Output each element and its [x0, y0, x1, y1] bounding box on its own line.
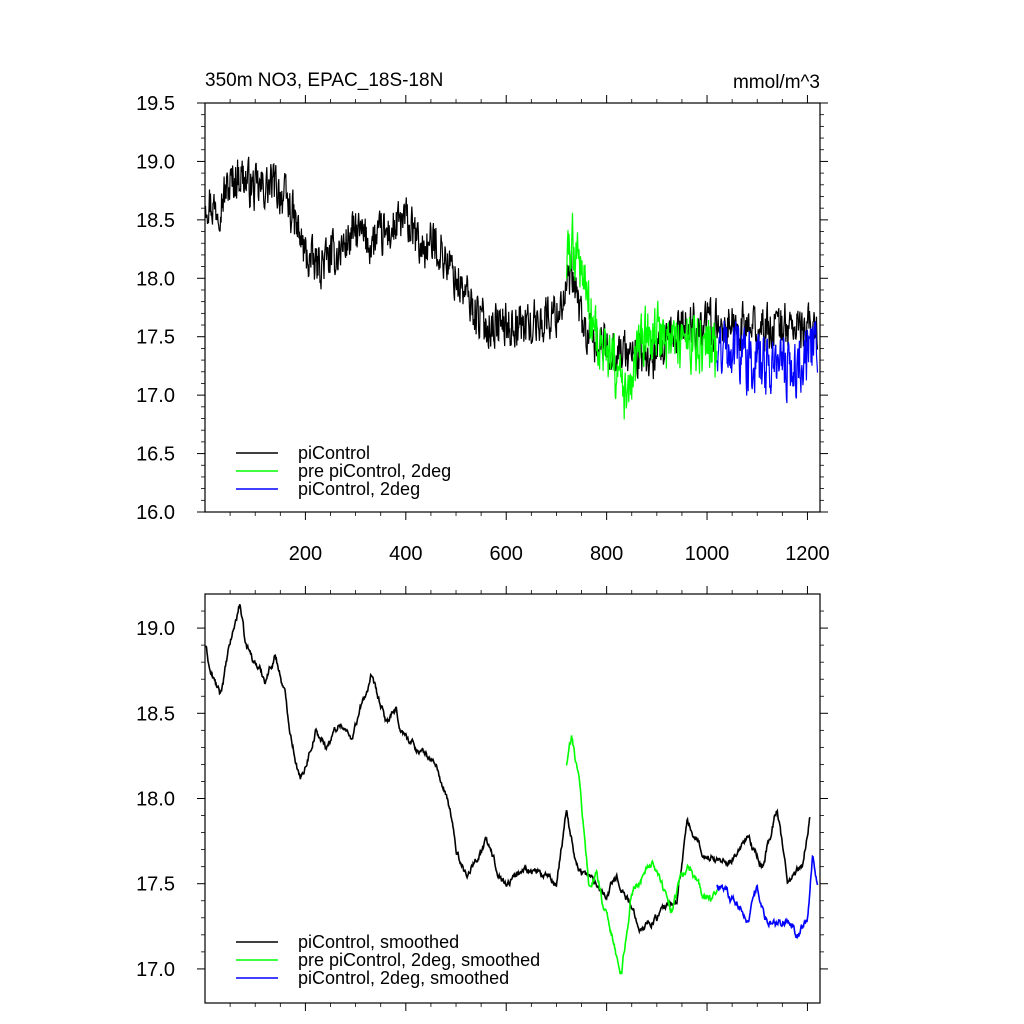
legend-label: pre piControl, 2deg, smoothed [298, 950, 540, 970]
series-line [205, 603, 811, 935]
plot-frame [204, 102, 821, 513]
y-tick-label: 17.0 [136, 959, 175, 981]
y-tick-label: 16.5 [136, 444, 175, 466]
legend-label: piControl, 2deg, smoothed [298, 968, 509, 988]
series-line [565, 212, 718, 420]
x-tick-label: 800 [590, 543, 623, 565]
legend-label: piControl, smoothed [298, 932, 459, 952]
units-label: mmol/m^3 [733, 72, 820, 93]
x-tick-label: 600 [490, 543, 523, 565]
y-tick-label: 18.5 [136, 703, 175, 725]
legend-label: piControl [298, 443, 370, 463]
top-panel: 350m NO3, EPAC_18S-18N mmol/m^3 200 400 60… [136, 70, 830, 565]
tick-layer: 17.0 17.5 18.0 18.5 19.0 [136, 586, 828, 1011]
chart-title: 350m NO3, EPAC_18S-18N [205, 70, 443, 91]
bottom-panel: 17.0 17.5 18.0 18.5 19.0 piControl, smoothed… [136, 586, 828, 1011]
y-tick-label: 18.0 [136, 268, 175, 290]
series-line [565, 735, 718, 975]
tick-layer: 200 400 600 800 1000 1200 16.0 16.5 17.0 17.5 18.0… [136, 93, 830, 565]
series-line [204, 156, 819, 380]
series-line [716, 320, 819, 404]
y-tick-label: 17.5 [136, 327, 175, 349]
y-tick-label: 18.5 [136, 210, 175, 232]
x-tick-label: 400 [389, 543, 422, 565]
series-layer [205, 603, 819, 975]
legend-label: piControl, 2deg [298, 479, 420, 499]
series-line [716, 854, 819, 940]
x-tick-label: 200 [289, 543, 322, 565]
y-tick-label: 16.0 [136, 502, 175, 524]
y-tick-label: 19.0 [136, 151, 175, 173]
x-tick-label: 1200 [785, 543, 830, 565]
y-tick-label: 19.0 [136, 618, 175, 640]
y-tick-label: 17.0 [136, 385, 175, 407]
x-tick-label: 1000 [685, 543, 730, 565]
series-layer [204, 156, 819, 420]
legend-label: pre piControl, 2deg [298, 461, 451, 481]
y-tick-label: 17.5 [136, 874, 175, 896]
y-tick-label: 18.0 [136, 789, 175, 811]
y-tick-label: 19.5 [136, 93, 175, 115]
